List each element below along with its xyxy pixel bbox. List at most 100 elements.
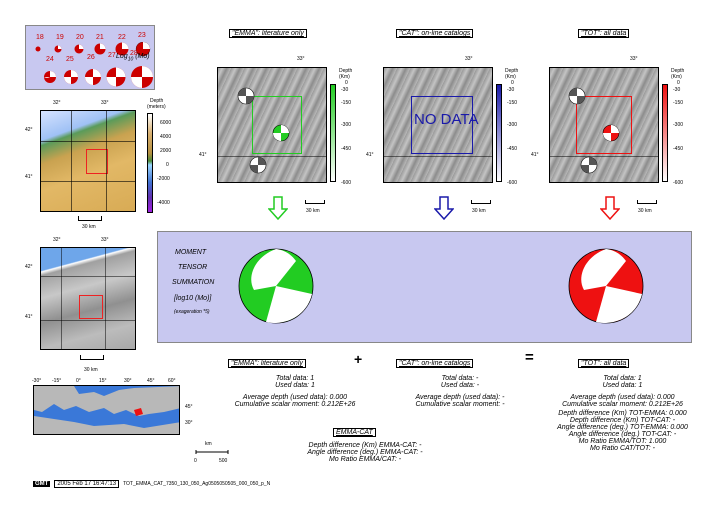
emma-beachball-3 [249, 156, 267, 174]
emma-depth-title: Depth [339, 68, 353, 74]
emma-down-arrow [268, 196, 288, 220]
world-lon-label-6: 60° [168, 378, 176, 384]
cat-panel-header: "CAT": on-line catalogs [396, 29, 474, 38]
world-lon-label-4: 30° [124, 378, 132, 384]
cat-lat-label: 41° [366, 152, 374, 158]
world-lon-label-5: 45° [147, 378, 155, 384]
tot-down-arrow [600, 196, 620, 220]
tot-depth-tick-300: -300 [673, 122, 684, 128]
world-scale-unit: km [205, 441, 212, 447]
cat-total-data: Total data: - [441, 375, 479, 382]
summation-line1: MOMENT [175, 249, 207, 256]
cat-depth-tick-30: -30 [507, 87, 515, 93]
tot-avg-depth: Average depth (used data): 0.000 [570, 394, 675, 401]
tot-lon-label: 33° [630, 56, 638, 62]
emma-depth-unit: (Km) [339, 74, 350, 80]
gmt-logo: GMT [33, 481, 51, 487]
world-lon-label-1: -15° [52, 378, 62, 384]
cat-depth-unit: (Km) [505, 74, 516, 80]
map1-lat-label-42: 42° [25, 127, 33, 133]
plus-sign: + [354, 351, 363, 367]
mag-label-28: 28 [130, 50, 138, 57]
tot-cum-moment: Cumulative scalar moment: 0.212E+26 [562, 401, 683, 408]
footer: GMT 2005 Feb 17 16:47:13 TOT_EMMA_CAT_73… [33, 479, 270, 489]
tot-beachball-2 [602, 124, 620, 142]
map2-lat-label-41: 41° [25, 314, 33, 320]
tot-stats: Total data: 1 Used data: 1 Average depth… [535, 375, 710, 452]
summation-line4: [log10 (Mo)] [174, 295, 212, 302]
cat-depth-tick-600: -600 [507, 180, 518, 186]
emma-map [217, 67, 327, 183]
tot-total-data: Total data: 1 [603, 375, 642, 382]
tot-mo-ratio-emma: Mo Ratio EMMA/TOT: 1.000 [578, 438, 667, 445]
tot-angle-diff-cat: Angle difference (deg.) TOT-CAT: - [568, 431, 677, 438]
relief-map [40, 247, 136, 350]
cat-depth-tick-300: -300 [507, 122, 518, 128]
emma-lat-label: 41° [199, 152, 207, 158]
summation-line5: (exageration *5) [174, 309, 210, 315]
mag-label-25: 25 [66, 56, 74, 63]
emma-summation-beachball [238, 248, 314, 324]
tot-scale-label: 30 km [638, 208, 652, 214]
depth-colorbar [147, 113, 153, 213]
depth-bar-title: Depth [150, 98, 164, 104]
depth-tick-neg2000: -2000 [157, 176, 170, 182]
tot-angle-diff-emma: Angle difference (deg.) TOT-EMMA: 0.000 [557, 424, 688, 431]
emma-panel-header: "EMMA": literature only [229, 29, 307, 38]
mag-label-20: 20 [76, 34, 84, 41]
world-lat-label-45: 45° [185, 404, 193, 410]
depth-tick-0: 0 [166, 162, 169, 168]
world-landmass [34, 386, 179, 434]
emma-stats: Total data: 1 Used data: 1 Average depth… [220, 375, 370, 408]
cat-scale-bar [471, 200, 491, 204]
tot-depth-colorbar [662, 84, 668, 182]
topo-map [40, 110, 136, 212]
tot-depth-tick-0: 0 [677, 80, 680, 86]
summation-line2: TENSOR [178, 264, 208, 271]
emma-stats-header: "EMMA": literature only [228, 359, 306, 368]
tot-summation-beachball [568, 248, 644, 324]
emma-depth-tick-30: -30 [341, 87, 349, 93]
topo-scale-label: 30 km [82, 224, 96, 230]
cat-depth-tick-150: -150 [507, 100, 518, 106]
emma-depth-colorbar [330, 84, 336, 182]
depth-tick-6000: 6000 [160, 120, 172, 126]
map2-lon-label-32: 32° [53, 237, 61, 243]
tot-scale-bar [637, 200, 657, 204]
tot-depth-diff-cat: Depth difference (Km) TOT-CAT: - [569, 417, 676, 424]
emma-beachball-1 [237, 87, 255, 105]
tot-depth-diff-emma: Depth difference (Km) TOT-EMMA: 0.000 [558, 410, 687, 417]
mag-label-23: 23 [138, 32, 146, 39]
depth-bar-unit: (meters) [147, 104, 166, 110]
emma-depth-tick-150: -150 [341, 100, 352, 106]
world-scale-a: 0 [194, 458, 197, 464]
cat-down-arrow [434, 196, 454, 220]
map1-lon-label-33: 33° [101, 100, 109, 106]
emma-cat-mo-ratio: Mo Ratio EMMA/CAT: - [328, 456, 402, 463]
equals-sign: = [525, 349, 534, 366]
emma-scale-bar [305, 200, 325, 204]
emma-used-data: Used data: 1 [275, 382, 315, 389]
tot-beachball-3 [580, 156, 598, 174]
mag-label-24: 24 [46, 56, 54, 63]
emma-depth-tick-300: -300 [341, 122, 352, 128]
cat-depth-tick-450: -450 [507, 146, 518, 152]
emma-cat-stats: Depth difference (Km) EMMA-CAT: - Angle … [280, 442, 450, 463]
tot-depth-tick-600: -600 [673, 180, 684, 186]
tot-depth-tick-150: -150 [673, 100, 684, 106]
map1-lat-label-41: 41° [25, 174, 33, 180]
emma-cat-header: EMMA-CAT [333, 428, 376, 437]
tot-depth-tick-450: -450 [673, 146, 684, 152]
map2-lon-label-33: 33° [101, 237, 109, 243]
tot-panel-header: "TOT": all data [578, 29, 630, 38]
tot-used-data: Used data: 1 [602, 382, 643, 389]
mag-label-22: 22 [118, 34, 126, 41]
emma-depth-tick-0: 0 [345, 80, 348, 86]
footer-filename: TOT_EMMA_CAT_7350_130_050_Ag0505050505_0… [123, 481, 271, 487]
summation-band: MOMENT TENSOR SUMMATION [log10 (Mo)] (ex… [157, 231, 692, 343]
emma-scale-label: 30 km [306, 208, 320, 214]
emma-cat-angle-diff: Angle difference (deg.) EMMA-CAT: - [307, 449, 423, 456]
emma-total-data: Total data: 1 [275, 375, 315, 382]
emma-avg-depth: Average depth (used data): 0.000 [242, 394, 348, 401]
world-lon-label-2: 0° [76, 378, 81, 384]
